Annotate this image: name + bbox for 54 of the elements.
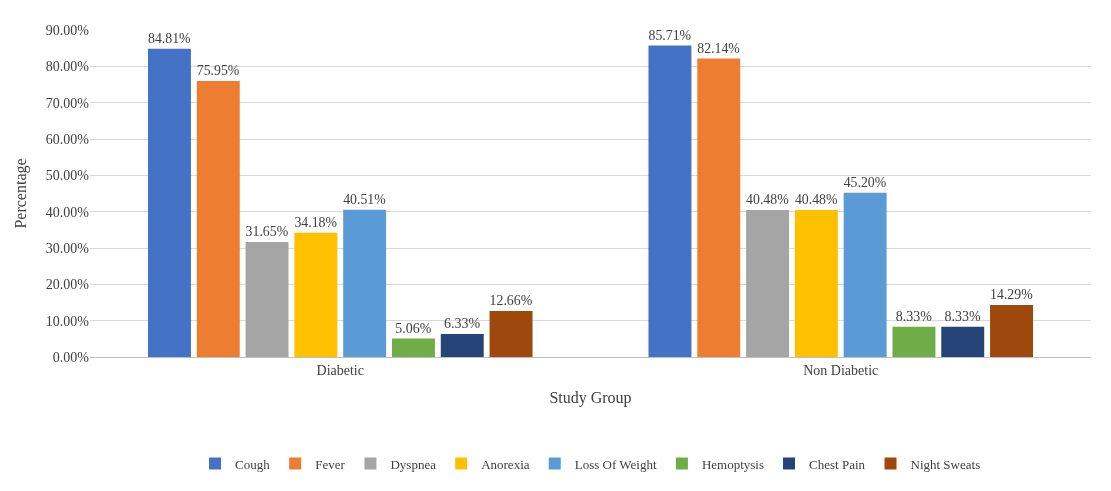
bar (440, 334, 484, 357)
data-label: 8.33% (944, 308, 981, 324)
data-label: 5.06% (395, 320, 432, 336)
legend-label: Cough (235, 456, 271, 472)
x-tick-label: Non Diabetic (803, 362, 879, 378)
data-label: 75.95% (196, 63, 240, 79)
bar (746, 209, 790, 357)
y-tick-label: 70.00% (45, 95, 90, 111)
bar (147, 48, 191, 357)
x-tick-label: Diabetic (316, 362, 364, 378)
y-tick-label: 50.00% (45, 168, 90, 184)
bar (489, 311, 533, 357)
x-axis-title: Study Group (549, 389, 632, 408)
bar (990, 305, 1034, 357)
y-tick-label: 80.00% (45, 59, 90, 75)
data-label: 31.65% (245, 224, 289, 240)
bar (697, 58, 741, 357)
data-label: 14.29% (990, 287, 1034, 303)
legend-label: Anorexia (481, 456, 530, 472)
bar (343, 209, 387, 357)
bar (391, 338, 435, 357)
bar (245, 242, 289, 357)
data-label: 12.66% (489, 293, 533, 309)
y-tick-label: 0.00% (52, 349, 90, 365)
legend-label: Hemoptysis (701, 456, 765, 472)
y-tick-label: 30.00% (45, 240, 90, 256)
legend-label: Loss Of Weight (574, 456, 657, 472)
y-tick-label: 90.00% (45, 22, 90, 38)
data-label: 8.33% (895, 308, 933, 324)
data-label: 82.14% (697, 40, 741, 56)
data-label: 40.51% (343, 191, 387, 207)
legend-label: Night Sweats (910, 456, 981, 472)
data-label: 34.18% (294, 214, 338, 230)
data-label: 40.48% (794, 191, 838, 207)
legend-label: Fever (315, 456, 346, 472)
y-axis-title: Percentage (11, 158, 30, 229)
y-tick-label: 40.00% (45, 204, 90, 220)
bar (648, 45, 692, 357)
y-tick-label: 60.00% (45, 131, 90, 147)
bar (843, 192, 887, 357)
data-label: 84.81% (148, 30, 192, 46)
y-tick-label: 20.00% (45, 277, 90, 293)
data-label: 85.71% (648, 27, 692, 43)
legend-label: Dyspnea (390, 456, 437, 472)
legend-label: Chest Pain (809, 456, 866, 472)
data-label: 40.48% (746, 191, 790, 207)
bar (196, 81, 240, 357)
bar (794, 209, 838, 357)
bar (294, 232, 338, 357)
y-tick-label: 10.00% (45, 313, 90, 329)
data-label: 45.20% (843, 174, 887, 190)
bar (941, 326, 985, 357)
bar (892, 326, 936, 357)
data-label: 6.33% (444, 316, 481, 331)
